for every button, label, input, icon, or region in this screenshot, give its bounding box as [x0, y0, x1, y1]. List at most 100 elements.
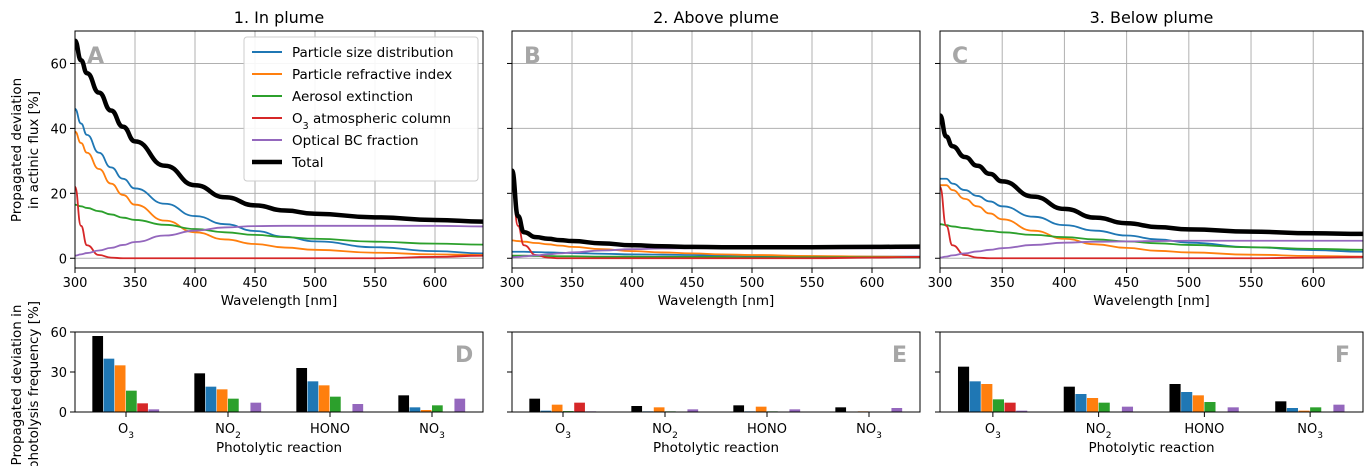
series-group	[75, 38, 483, 260]
bar-total	[398, 395, 410, 412]
x-tick-label: 450	[243, 276, 268, 291]
bar-total	[92, 336, 104, 412]
plot-frame	[74, 30, 484, 269]
bar-psd	[205, 386, 217, 412]
x-tick-label: HONO	[1184, 422, 1224, 437]
x-axis-label: Photolytic reaction	[1088, 440, 1214, 456]
bar-psd	[103, 358, 115, 412]
x-tick-label: NO2	[1086, 422, 1112, 441]
y-tick-label: 60	[50, 326, 67, 341]
x-tick-label: NO3	[419, 422, 445, 441]
x-tick-label: 450	[1114, 276, 1139, 291]
bar-o3col	[574, 402, 585, 412]
series-group	[940, 113, 1363, 260]
x-tick-label: 500	[1176, 276, 1201, 291]
panel-letter: B	[524, 44, 541, 69]
bar-psd	[409, 407, 421, 412]
bar-refr	[1298, 410, 1310, 412]
series-line-total	[940, 113, 1363, 237]
bar-total	[1275, 401, 1287, 412]
bar-refr	[1086, 398, 1099, 412]
bar-psd	[307, 381, 319, 412]
bar-total	[733, 405, 745, 412]
plot-frame	[939, 30, 1364, 269]
bar-psd	[1286, 408, 1298, 412]
ylabel-top-line1: Propagated deviation	[9, 78, 25, 222]
bar-ext	[126, 390, 137, 412]
series-line-o3col	[512, 185, 920, 260]
x-axis-label: Wavelength [nm]	[1093, 293, 1210, 309]
bar-bc	[250, 402, 262, 412]
legend-box	[243, 36, 479, 182]
bar-panel-D: O3 NO2 HONO NO3 0 30 60 Photolytic reaction D	[50, 326, 484, 456]
x-tick-label: NO3	[1297, 422, 1323, 441]
grid	[511, 31, 920, 268]
series-line-o3col	[75, 185, 483, 260]
panel-letter: F	[1335, 343, 1350, 368]
bar-refr	[114, 365, 126, 412]
legend-label-o3col: O3 atmospheric column	[292, 111, 451, 132]
bar-total	[835, 407, 847, 412]
x-axis-label: Wavelength [nm]	[658, 293, 775, 309]
ylabel-top-line2: in actinic flux [%]	[26, 91, 42, 209]
bar-ext	[1098, 402, 1110, 412]
bar-bc	[891, 408, 903, 412]
bar-refr	[551, 404, 563, 412]
bar-refr	[318, 385, 330, 412]
bar-psd	[1075, 394, 1087, 412]
x-tick-label: 350	[560, 276, 585, 291]
x-tick-label: 600	[860, 276, 885, 291]
bar-bc	[454, 398, 466, 412]
bar-ext	[228, 398, 239, 412]
bar-panel-E: O3 NO2 HONO NO3 Photolytic reaction E	[507, 331, 921, 456]
series-line-psd	[75, 108, 483, 255]
x-tick-label: 450	[680, 276, 705, 291]
panel-title: 1. In plume	[234, 8, 324, 27]
panel-title: 2. Above plume	[653, 8, 779, 27]
legend-label-ext: Aerosol extinction	[292, 89, 413, 105]
bar-bc	[352, 404, 364, 412]
bar-bc	[1016, 410, 1028, 412]
y-tick-label: 0	[59, 252, 67, 267]
bar-refr	[216, 389, 228, 412]
bar-psd	[540, 410, 552, 412]
bar-o3col	[1004, 402, 1016, 412]
bar-bc	[1333, 404, 1345, 412]
x-tick-label: HONO	[310, 422, 350, 437]
bar-psd	[969, 381, 981, 412]
series-line-bc	[75, 224, 483, 257]
bar-total	[1169, 384, 1181, 412]
bar-psd	[1181, 392, 1193, 412]
bar-bc	[1227, 407, 1239, 412]
panel-letter: E	[892, 343, 907, 368]
x-tick-label: NO2	[652, 422, 678, 441]
plot-frame	[511, 331, 921, 413]
x-tick-label: 550	[363, 276, 388, 291]
x-tick-label: 500	[303, 276, 328, 291]
bar-bc	[687, 409, 699, 412]
x-tick-label: 300	[500, 276, 525, 291]
x-tick-label: O3	[118, 422, 134, 441]
bar-total	[194, 373, 206, 412]
line-panel-A: 300 350 400 450 500 550 600 0 20 40 60 1. In plume W…	[50, 8, 484, 309]
bar-bc	[1121, 406, 1134, 412]
bar-total	[957, 366, 970, 412]
bar-bc	[148, 409, 160, 412]
x-tick-label: HONO	[747, 422, 787, 437]
x-tick-label: O3	[555, 422, 571, 441]
series-line-ext	[940, 223, 1363, 251]
x-axis-label: Photolytic reaction	[216, 440, 342, 456]
x-tick-label: 350	[123, 276, 148, 291]
x-tick-label: 600	[423, 276, 448, 291]
x-tick-label: 400	[1052, 276, 1077, 291]
x-tick-label: 550	[800, 276, 825, 291]
line-panel-B: 300 350 400 450 500 550 600 2. Above plume Wavel…	[500, 8, 921, 309]
x-tick-label: 400	[620, 276, 645, 291]
panel-title: 3. Below plume	[1090, 8, 1214, 27]
bar-bc	[789, 409, 801, 412]
bar-refr	[755, 406, 767, 412]
x-tick-label: 400	[183, 276, 208, 291]
bar-total	[1063, 386, 1075, 412]
x-tick-label: 550	[1239, 276, 1264, 291]
y-tick-label: 20	[50, 187, 67, 202]
